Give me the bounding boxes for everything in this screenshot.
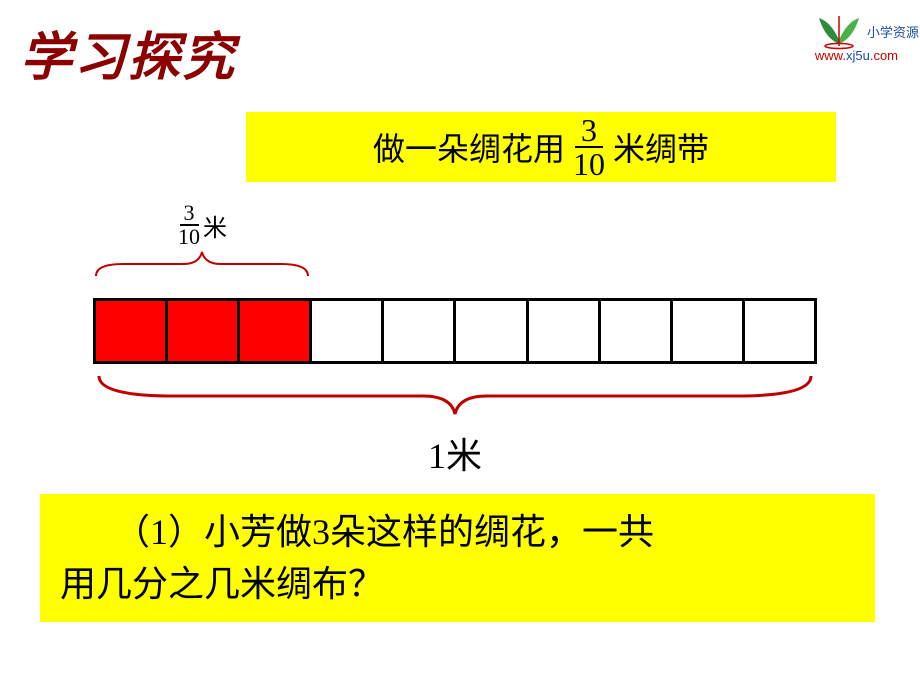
brace-down-icon xyxy=(93,370,817,418)
upper-brace-label: 3 10 米 xyxy=(93,202,311,248)
bar-cell xyxy=(745,301,814,361)
bar-cell xyxy=(456,301,528,361)
bar-cell xyxy=(168,301,240,361)
lower-brace-group: 1米 xyxy=(93,370,817,479)
logo-url: www.xj5u.com xyxy=(815,48,898,63)
upper-brace-group: 3 10 米 xyxy=(93,202,311,283)
logo-text: 小学资源网 xyxy=(867,22,920,41)
site-logo: 小学资源网 www.xj5u.com xyxy=(815,12,898,63)
brace-up-icon xyxy=(93,248,311,278)
bar-cell xyxy=(529,301,601,361)
banner-text-before: 做一朵绸花用 xyxy=(373,124,565,170)
fraction-bar xyxy=(93,298,817,364)
banner-text-after: 米绸带 xyxy=(613,124,709,170)
top-banner: 做一朵绸花用 3 10 米绸带 xyxy=(246,112,836,182)
bar-cell xyxy=(384,301,456,361)
page-title: 学习探究 xyxy=(20,15,236,90)
question-banner: （1）小芳做3朵这样的绸花，一共 用几分之几米绸布？ xyxy=(40,494,875,622)
question-line1: （1）小芳做3朵这样的绸花，一共 xyxy=(60,506,863,558)
question-line2: 用几分之几米绸布？ xyxy=(60,558,863,610)
bar-cell xyxy=(673,301,745,361)
fraction-3-10: 3 10 xyxy=(571,114,607,180)
leaf-icon xyxy=(815,12,863,50)
bar-cell xyxy=(601,301,673,361)
bar-cell xyxy=(96,301,168,361)
lower-brace-label: 1米 xyxy=(93,427,817,479)
bar-cell xyxy=(312,301,384,361)
bar-cell xyxy=(240,301,312,361)
